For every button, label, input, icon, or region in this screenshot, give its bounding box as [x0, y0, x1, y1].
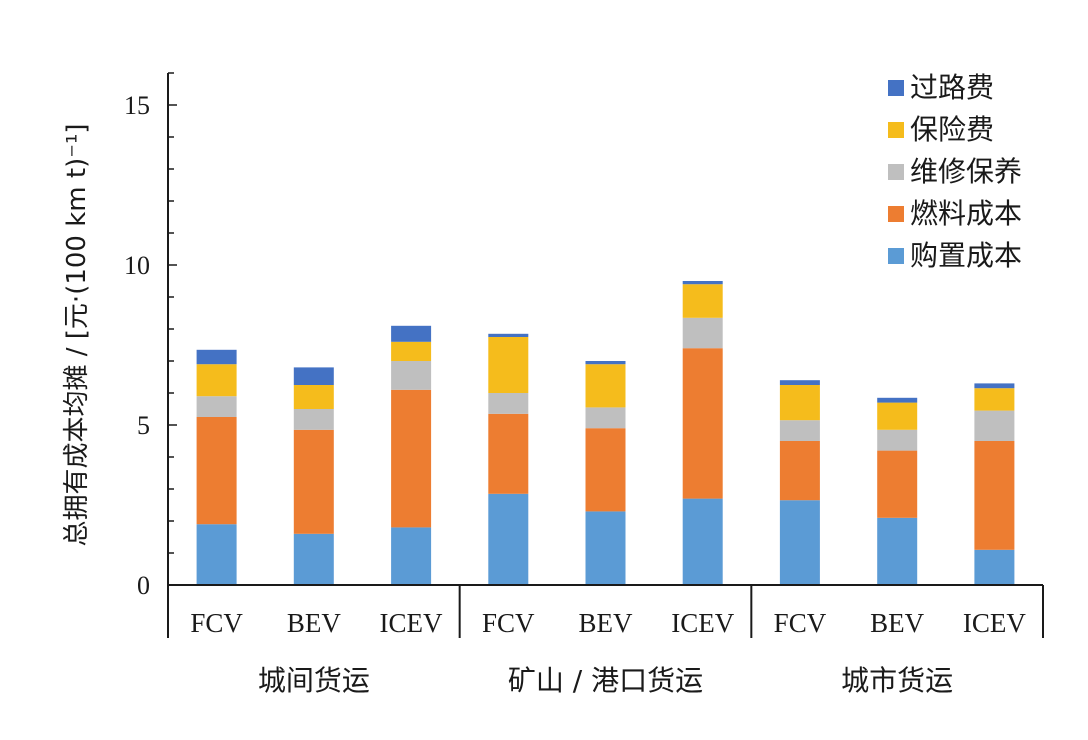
bar-segment-2-7: [877, 429, 918, 451]
bar-segment-1-1: [293, 429, 334, 534]
bar-segment-3-6: [779, 385, 820, 421]
legend-label: 过路费: [910, 71, 994, 104]
x-category-label: FCV: [190, 608, 243, 638]
legend-swatch: [888, 122, 904, 138]
bar-segment-1-2: [391, 389, 432, 528]
x-category-label: ICEV: [963, 608, 1026, 638]
bar-segment-4-2: [391, 325, 432, 342]
bar-segment-4-0: [196, 349, 237, 365]
legend-label: 保险费: [910, 113, 994, 146]
bar-segment-4-3: [488, 333, 529, 337]
x-category-label: BEV: [287, 608, 342, 638]
x-category-label: BEV: [579, 608, 634, 638]
legend-label: 燃料成本: [910, 197, 1022, 230]
bar-segment-0-3: [488, 493, 529, 585]
labels-layer: 0 5 10 15 FCV BEV ICEV FCV BEV ICEV FCV BEV ICEV 城间货运…: [62, 91, 1026, 697]
bar-segment-1-3: [488, 413, 529, 494]
bar-segment-2-3: [488, 393, 529, 414]
bar-segment-4-7: [877, 397, 918, 403]
bar-segment-0-8: [974, 549, 1015, 585]
axes-layer: [167, 72, 1044, 638]
bar-segment-2-0: [196, 396, 237, 417]
y-tick-label: 10: [124, 251, 150, 280]
y-axis-title: 总拥有成本均摊 / [元·(100 km t)⁻¹]: [62, 123, 92, 546]
legend-label: 维修保养: [910, 155, 1022, 188]
x-category-label: ICEV: [380, 608, 443, 638]
bar-segment-3-3: [488, 337, 529, 393]
bar-segment-4-5: [682, 281, 723, 285]
bar-segment-2-6: [779, 420, 820, 441]
bar-segment-3-8: [974, 388, 1015, 411]
bar-segment-4-8: [974, 383, 1015, 389]
bar-segment-1-8: [974, 441, 1015, 550]
bar-segment-4-4: [585, 361, 626, 365]
bar-segment-3-5: [682, 284, 723, 318]
bar-segment-0-4: [585, 511, 626, 585]
bar-segment-2-8: [974, 410, 1015, 441]
bar-segment-2-1: [293, 409, 334, 430]
x-category-label: ICEV: [671, 608, 734, 638]
bar-segment-3-2: [391, 341, 432, 361]
x-category-label: FCV: [482, 608, 535, 638]
bar-segment-0-6: [779, 500, 820, 585]
bar-segment-2-4: [585, 407, 626, 429]
bar-segment-0-7: [877, 517, 918, 585]
x-group-label: 矿山 / 港口货运: [508, 664, 703, 697]
bar-segment-1-0: [196, 417, 237, 525]
bar-segment-3-0: [196, 364, 237, 397]
legend-swatch: [888, 206, 904, 222]
x-category-label: BEV: [870, 608, 925, 638]
x-group-label: 城间货运: [258, 664, 370, 697]
bar-segment-2-5: [682, 317, 723, 349]
x-category-label: FCV: [774, 608, 827, 638]
y-tick-label: 15: [124, 91, 150, 120]
bar-segment-2-2: [391, 361, 432, 390]
legend-label: 购置成本: [910, 239, 1022, 272]
bar-segment-3-1: [293, 385, 334, 409]
bar-segment-1-5: [682, 348, 723, 499]
y-tick-label: 5: [137, 411, 150, 440]
bar-segment-3-4: [585, 364, 626, 408]
legend-swatch: [888, 164, 904, 180]
bar-segment-0-5: [682, 498, 723, 585]
bar-segment-4-1: [293, 367, 334, 385]
y-tick-label: 0: [137, 571, 150, 600]
x-group-label: 城市货运: [841, 664, 953, 697]
bar-segment-1-6: [779, 441, 820, 501]
legend-swatch: [888, 248, 904, 264]
bar-segment-4-6: [779, 380, 820, 385]
bar-segment-1-4: [585, 428, 626, 512]
bar-segment-0-0: [196, 524, 237, 585]
bar-segment-1-7: [877, 450, 918, 518]
legend-swatch: [888, 80, 904, 96]
bar-segment-3-7: [877, 402, 918, 430]
bar-segment-0-2: [391, 527, 432, 585]
bars-layer: [196, 281, 1015, 585]
bar-segment-0-1: [293, 533, 334, 585]
